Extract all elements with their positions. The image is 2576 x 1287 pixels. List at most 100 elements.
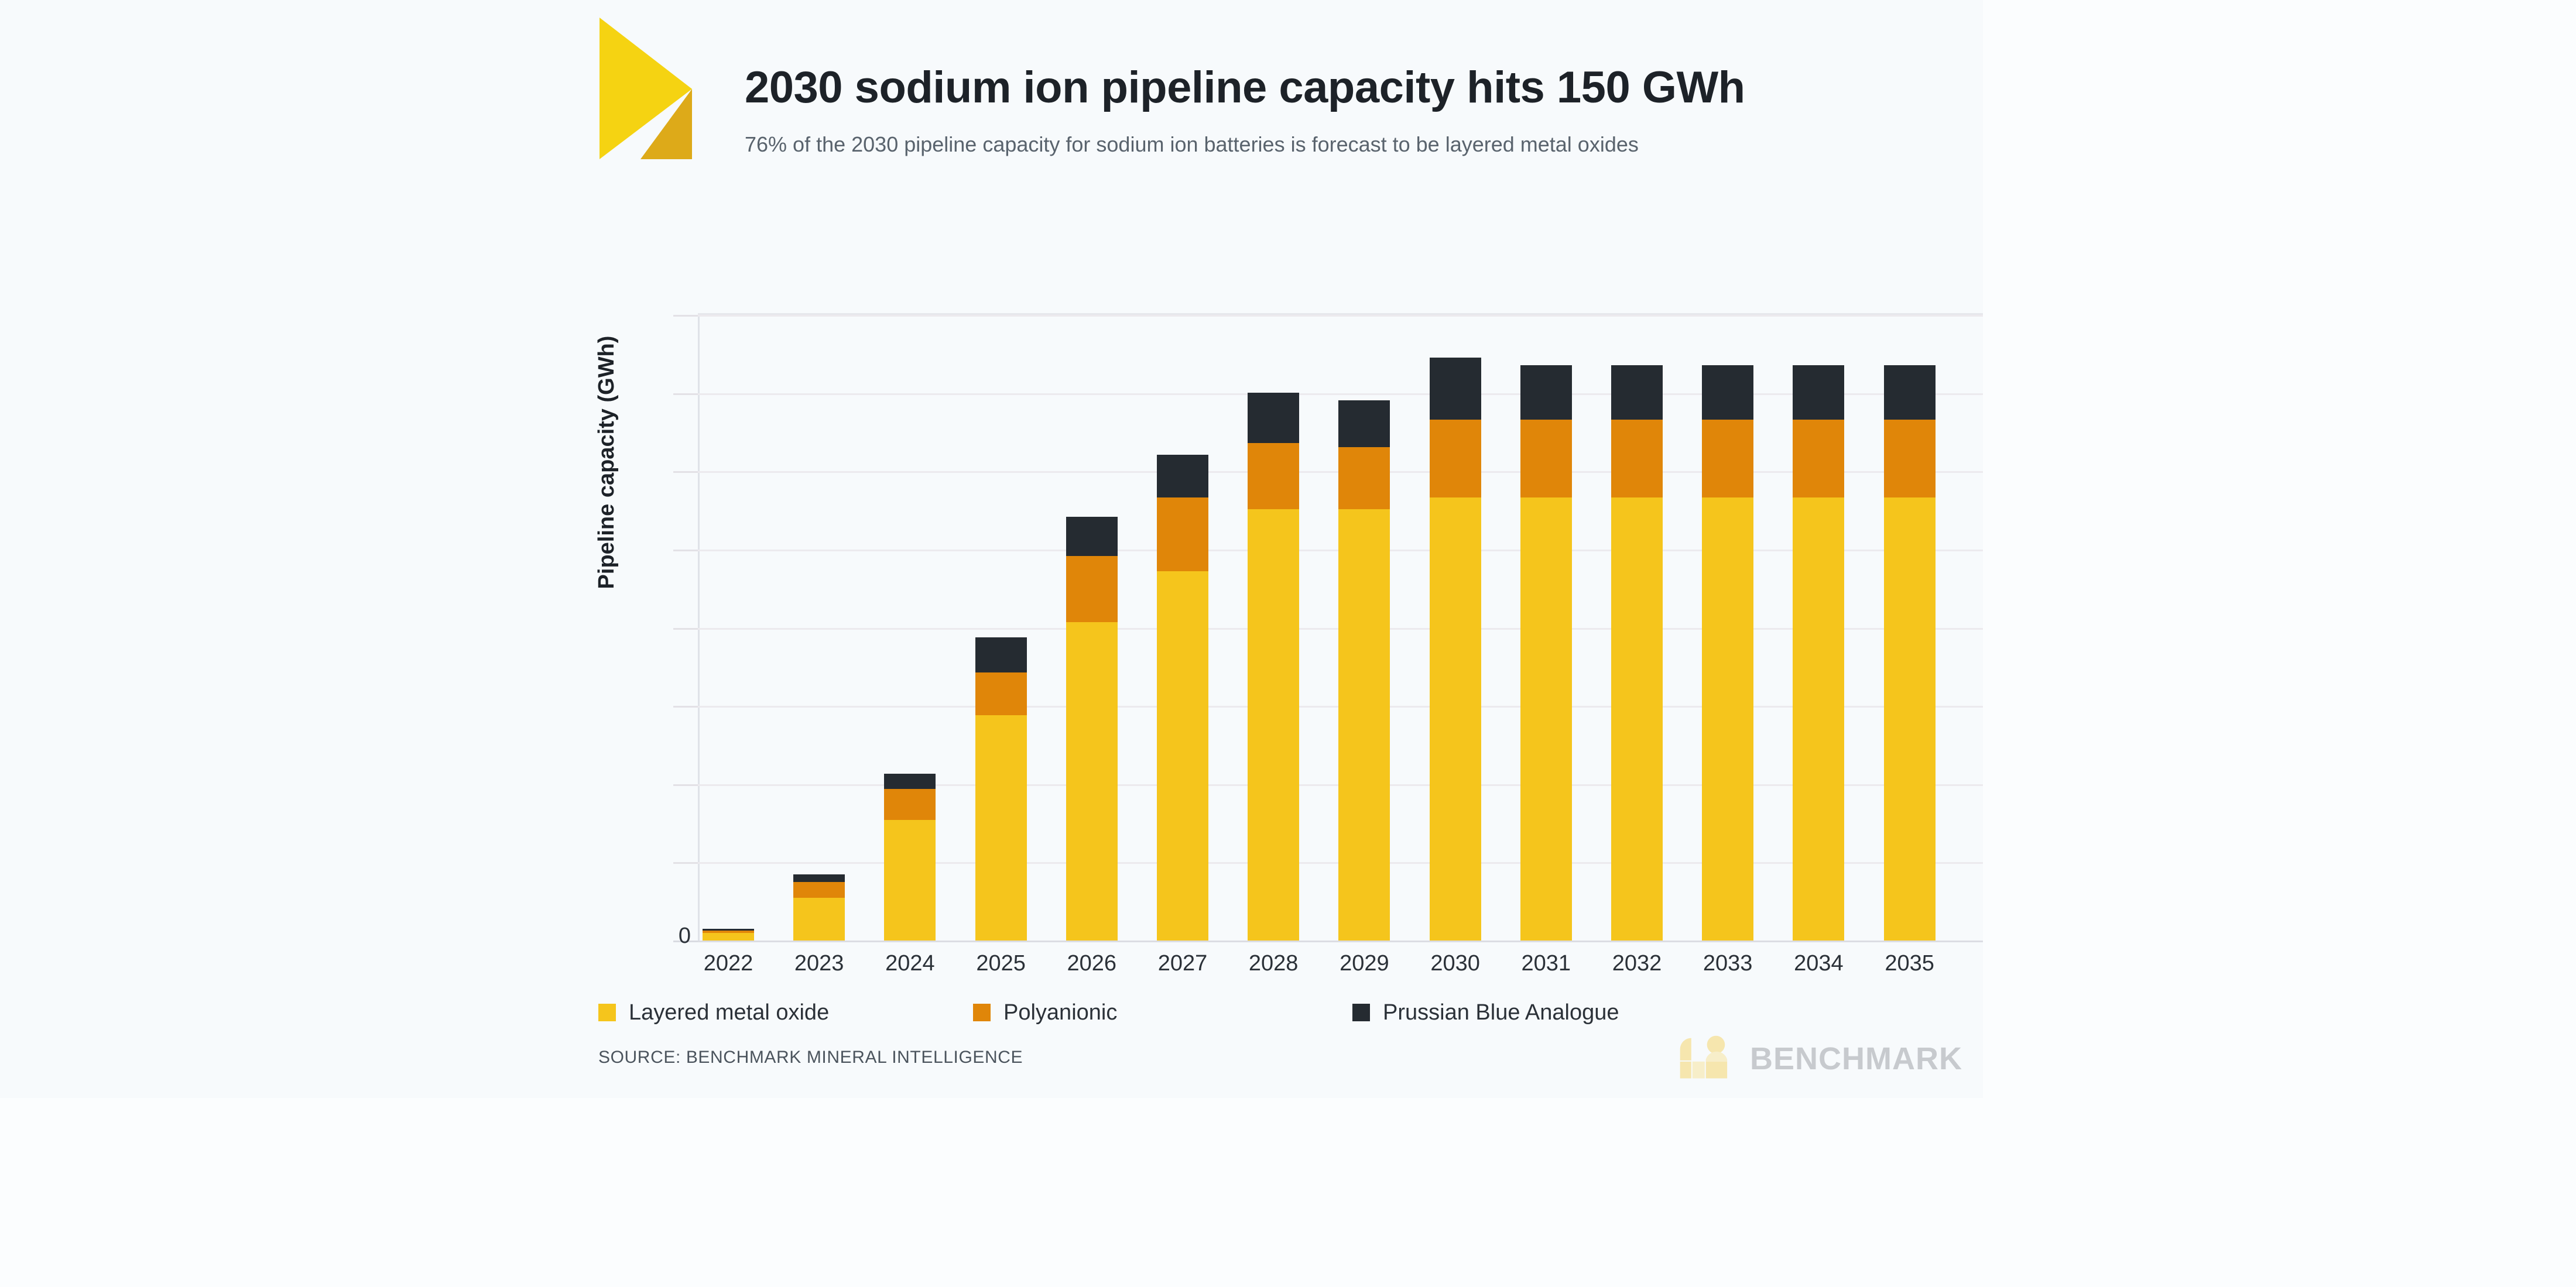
bar-segment <box>975 715 1027 941</box>
legend-swatch-icon <box>1352 1004 1370 1021</box>
x-axis-label-2025: 2025 <box>976 951 1026 976</box>
bar-segment <box>975 637 1027 672</box>
bar-segment <box>1883 420 1936 498</box>
bar-segment <box>1338 447 1390 509</box>
bar-segment <box>1429 497 1481 941</box>
y-axis-tick <box>673 862 698 864</box>
bar-segment <box>1702 420 1754 498</box>
chart-legend: Layered metal oxide Polyanionic Prussian B… <box>598 995 1983 1030</box>
bar-2027[interactable] <box>1157 455 1208 941</box>
y-axis-tick <box>673 315 698 317</box>
bar-segment <box>884 789 936 821</box>
bar-segment <box>703 931 754 933</box>
page-right-gutter <box>1983 0 2576 1287</box>
x-axis-label-2034: 2034 <box>1794 951 1844 976</box>
axis-baseline <box>673 941 1983 942</box>
bar-segment <box>1338 509 1390 941</box>
bar-segment <box>1429 358 1481 420</box>
legend-label: Prussian Blue Analogue <box>1383 1000 1619 1025</box>
x-axis-label-2031: 2031 <box>1521 951 1571 976</box>
plot-area <box>673 315 1983 942</box>
source-note: SOURCE: BENCHMARK MINERAL INTELLIGENCE <box>598 1048 1023 1067</box>
benchmark-logo: BENCHMARK <box>1676 1034 1962 1084</box>
bar-segment <box>1157 455 1208 498</box>
legend-item[interactable]: Layered metal oxide <box>598 995 829 1030</box>
x-axis-label-2033: 2033 <box>1703 951 1753 976</box>
bar-2028[interactable] <box>1248 392 1300 941</box>
bar-2034[interactable] <box>1793 365 1845 941</box>
legend-item[interactable]: Prussian Blue Analogue <box>1352 995 1619 1030</box>
x-axis-label-2029: 2029 <box>1340 951 1389 976</box>
y-axis-tick <box>673 627 698 630</box>
bar-segment <box>884 820 936 941</box>
bar-2023[interactable] <box>793 874 845 941</box>
gridline <box>673 315 1983 317</box>
bar-segment <box>1066 622 1118 941</box>
bar-2025[interactable] <box>975 637 1027 941</box>
y-axis-title: Pipeline capacity (GWh) <box>594 335 619 589</box>
bar-2029[interactable] <box>1338 400 1390 941</box>
y-axis-tick <box>673 471 698 473</box>
bar-segment <box>1429 420 1481 498</box>
bar-segment <box>1248 392 1300 444</box>
bar-segment <box>1702 365 1754 420</box>
legend-item[interactable]: Polyanionic <box>973 995 1117 1030</box>
benchmark-logo-text: BENCHMARK <box>1750 1041 1962 1076</box>
bar-2026[interactable] <box>1066 517 1118 941</box>
bar-2032[interactable] <box>1611 365 1663 941</box>
bar-2035[interactable] <box>1883 365 1936 941</box>
x-axis-label-2024: 2024 <box>885 951 935 976</box>
y-axis-tick <box>673 706 698 708</box>
y-axis-tick <box>673 784 698 786</box>
x-axis-label-2027: 2027 <box>1157 951 1208 976</box>
bar-segment <box>1793 365 1845 420</box>
y-axis-tick <box>673 393 698 395</box>
benchmark-triangle-mark-icon <box>598 15 715 162</box>
x-axis-labels: 2022 2023 2024 2025 2026 2027 2028 2029 2030 2031… <box>698 951 1983 986</box>
bar-2033[interactable] <box>1702 365 1754 941</box>
x-axis-label-2035: 2035 <box>1885 951 1934 976</box>
bar-segment <box>1520 420 1572 498</box>
bar-segment <box>703 932 754 941</box>
bar-segment <box>1157 571 1208 941</box>
bar-2024[interactable] <box>884 773 936 941</box>
bar-segment <box>1157 497 1208 572</box>
bar-segment <box>1066 555 1118 622</box>
x-axis-label-2022: 2022 <box>703 951 753 976</box>
bar-2030[interactable] <box>1429 358 1481 941</box>
bar-segment <box>1611 497 1663 941</box>
y-axis-tick <box>673 549 698 551</box>
page-subtitle: 76% of the 2030 pipeline capacity for so… <box>745 132 1639 157</box>
bar-segment <box>1338 400 1390 447</box>
bar-segment <box>793 882 845 898</box>
x-axis-label-2023: 2023 <box>794 951 844 976</box>
bar-2031[interactable] <box>1520 365 1572 941</box>
bar-segment <box>1702 497 1754 941</box>
bar-segment <box>1883 365 1936 420</box>
bar-segment <box>884 773 936 790</box>
bar-segment <box>975 672 1027 715</box>
bar-segment <box>1066 517 1118 556</box>
bar-segment <box>1520 365 1572 420</box>
bar-segment <box>1248 443 1300 509</box>
bar-segment <box>1611 365 1663 420</box>
y-axis-zero-label: 0 <box>678 924 691 948</box>
legend-swatch-icon <box>973 1004 991 1021</box>
y-axis-tick <box>673 941 698 942</box>
x-axis-label-2030: 2030 <box>1430 951 1480 976</box>
x-axis-label-2028: 2028 <box>1248 951 1299 976</box>
benchmark-people-mark-icon <box>1680 1035 1728 1079</box>
bar-segment <box>1793 497 1845 941</box>
header-divider <box>698 313 1983 315</box>
bar-segment <box>1611 420 1663 498</box>
gridline <box>673 393 1983 395</box>
page-title: 2030 sodium ion pipeline capacity hits 1… <box>745 63 1745 112</box>
x-axis-label-2032: 2032 <box>1612 951 1662 976</box>
legend-label: Layered metal oxide <box>629 1000 830 1025</box>
bar-segment <box>1248 509 1300 941</box>
x-axis-label-2026: 2026 <box>1067 951 1117 976</box>
bar-segment <box>793 897 845 941</box>
bar-2022[interactable] <box>703 929 754 941</box>
bar-segment <box>703 929 754 931</box>
